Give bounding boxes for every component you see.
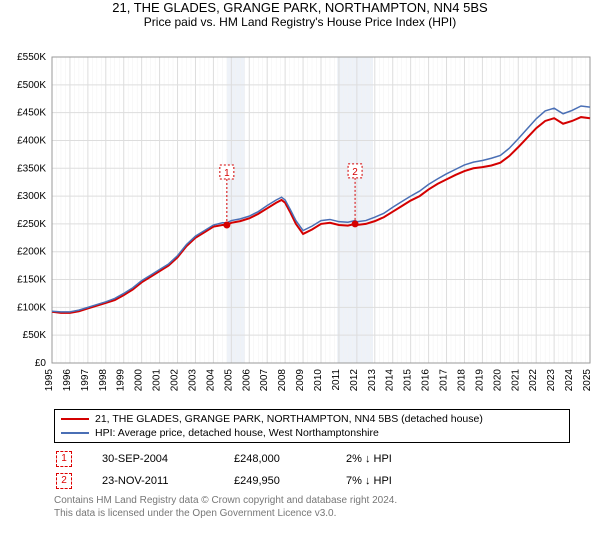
svg-text:2012: 2012	[349, 369, 360, 392]
price-chart: 1995 1996 1997 1998 1999 2000 2001 2002 2003 2004…	[0, 33, 600, 403]
table-row: 2 23-NOV-2011£249,9507% ↓ HPI	[56, 471, 402, 491]
svg-text:2021: 2021	[510, 369, 521, 392]
svg-text:1998: 1998	[98, 369, 109, 392]
page-title: 21, THE GLADES, GRANGE PARK, NORTHAMPTON…	[0, 0, 600, 15]
svg-text:2024: 2024	[564, 369, 575, 392]
svg-text:2002: 2002	[170, 369, 181, 392]
legend-label: 21, THE GLADES, GRANGE PARK, NORTHAMPTON…	[95, 413, 483, 425]
legend-swatch	[61, 418, 89, 420]
svg-text:2008: 2008	[277, 369, 288, 392]
svg-text:£200K: £200K	[17, 247, 46, 258]
svg-text:2010: 2010	[313, 369, 324, 392]
svg-text:2023: 2023	[546, 369, 557, 392]
svg-text:£550K: £550K	[17, 52, 46, 63]
sale-markers-table: 1 30-SEP-2004£248,0002% ↓ HPI 2 23-NOV-2011…	[54, 447, 404, 493]
svg-text:2000: 2000	[134, 369, 145, 392]
legend: 21, THE GLADES, GRANGE PARK, NORTHAMPTON…	[54, 409, 570, 443]
svg-text:£50K: £50K	[23, 330, 47, 341]
svg-text:£250K: £250K	[17, 219, 46, 230]
svg-text:2020: 2020	[492, 369, 503, 392]
svg-text:£350K: £350K	[17, 163, 46, 174]
chart-container: 1995 1996 1997 1998 1999 2000 2001 2002 2003 2004…	[0, 33, 600, 403]
page-subtitle: Price paid vs. HM Land Registry's House …	[0, 15, 600, 29]
svg-text:1997: 1997	[80, 369, 91, 392]
svg-text:2011: 2011	[331, 369, 342, 391]
svg-text:£500K: £500K	[17, 80, 46, 91]
sale-delta: 2% ↓ HPI	[346, 449, 402, 469]
svg-text:2017: 2017	[439, 369, 450, 392]
svg-text:2004: 2004	[205, 369, 216, 392]
svg-text:2003: 2003	[187, 369, 198, 392]
svg-text:2009: 2009	[295, 369, 306, 392]
svg-text:2014: 2014	[385, 369, 396, 392]
svg-text:1: 1	[224, 168, 230, 179]
footnote: Contains HM Land Registry data © Crown c…	[54, 495, 570, 520]
table-row: 1 30-SEP-2004£248,0002% ↓ HPI	[56, 449, 402, 469]
svg-text:2022: 2022	[528, 369, 539, 392]
svg-text:2001: 2001	[152, 369, 163, 392]
svg-text:2007: 2007	[259, 369, 270, 392]
svg-text:£150K: £150K	[17, 275, 46, 286]
legend-item: 21, THE GLADES, GRANGE PARK, NORTHAMPTON…	[61, 412, 563, 426]
svg-text:£100K: £100K	[17, 302, 46, 313]
svg-text:2018: 2018	[456, 369, 467, 392]
sale-price: £248,000	[234, 449, 344, 469]
svg-text:2019: 2019	[474, 369, 485, 392]
legend-item: HPI: Average price, detached house, West…	[61, 426, 563, 440]
svg-text:1996: 1996	[62, 369, 73, 392]
svg-text:1995: 1995	[44, 369, 55, 392]
sale-delta: 7% ↓ HPI	[346, 471, 402, 491]
sale-date: 23-NOV-2011	[102, 471, 232, 491]
svg-text:£400K: £400K	[17, 135, 46, 146]
svg-text:£450K: £450K	[17, 108, 46, 119]
svg-text:1999: 1999	[116, 369, 127, 392]
svg-text:2025: 2025	[582, 369, 593, 392]
svg-text:2005: 2005	[223, 369, 234, 392]
legend-label: HPI: Average price, detached house, West…	[95, 427, 379, 439]
svg-text:2013: 2013	[367, 369, 378, 392]
legend-swatch	[61, 432, 89, 434]
sale-date: 30-SEP-2004	[102, 449, 232, 469]
svg-text:2: 2	[352, 167, 358, 178]
svg-text:2006: 2006	[241, 369, 252, 392]
sale-price: £249,950	[234, 471, 344, 491]
footnote-line: This data is licensed under the Open Gov…	[54, 508, 570, 521]
footnote-line: Contains HM Land Registry data © Crown c…	[54, 495, 570, 508]
svg-text:2015: 2015	[403, 369, 414, 392]
svg-text:£300K: £300K	[17, 191, 46, 202]
marker-index-icon: 2	[56, 473, 72, 489]
svg-text:2016: 2016	[421, 369, 432, 392]
marker-index-icon: 1	[56, 451, 72, 467]
svg-text:£0: £0	[35, 358, 47, 369]
